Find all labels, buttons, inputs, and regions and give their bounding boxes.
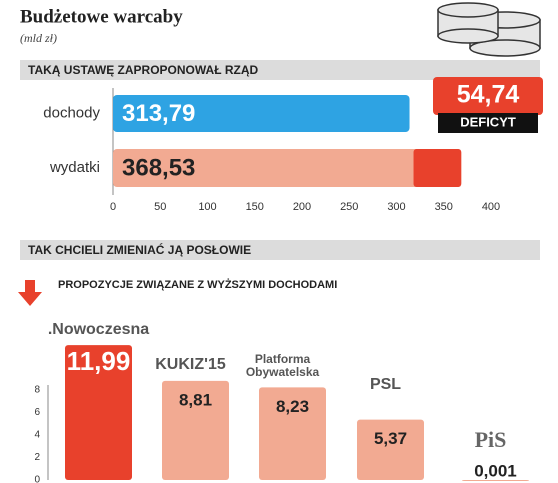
category-label: PiS — [475, 427, 507, 452]
value-label: 313,79 — [122, 100, 195, 127]
title: Budżetowe warcaby — [20, 6, 183, 27]
x-tick-label: 350 — [435, 201, 453, 213]
x-tick-label: 0 — [110, 201, 116, 213]
deficit-tag — [438, 113, 538, 133]
bar — [259, 387, 326, 480]
value-label: 0,001 — [474, 461, 517, 480]
value-label: 5,37 — [374, 429, 407, 448]
bar — [462, 479, 529, 481]
y-tick-label: 6 — [34, 407, 40, 418]
y-tick-label: 8 — [34, 385, 40, 396]
x-tick-label: 400 — [482, 201, 500, 213]
subtitle: PROPOZYCJE ZWIĄZANE Z WYŻSZYMI DOCHODAMI — [58, 278, 337, 291]
x-tick-label: 200 — [293, 201, 311, 213]
bar — [357, 419, 424, 480]
category-label: wydatki — [49, 159, 100, 176]
category-label: Platforma Obywatelska — [246, 352, 320, 379]
bar — [65, 345, 132, 480]
subtitle: (mld zł) — [20, 31, 57, 45]
bar — [162, 380, 229, 480]
x-tick-label: 50 — [154, 201, 166, 213]
bar — [113, 95, 410, 132]
y-tick-label: 0 — [34, 475, 40, 483]
coins-icon — [437, 2, 541, 57]
category-label: KUKIZ'15 — [155, 356, 226, 373]
deficit-bar — [413, 149, 462, 187]
x-tick-label: 300 — [387, 201, 405, 213]
value-label: 8,81 — [179, 390, 212, 409]
bar — [113, 149, 462, 187]
arrow-icon — [18, 280, 42, 306]
x-tick-label: 250 — [340, 201, 358, 213]
y-tick-label: 2 — [34, 452, 40, 463]
section-bar — [20, 240, 540, 260]
category-label: .Nowoczesna — [48, 321, 149, 338]
deficit-box — [433, 77, 543, 115]
x-tick-label: 150 — [246, 201, 264, 213]
x-tick-label: 100 — [198, 201, 216, 213]
deficit-label: DEFICYT — [460, 114, 516, 129]
y-tick-label: 4 — [34, 430, 40, 441]
category-label: dochody — [43, 104, 100, 121]
section-bar — [20, 60, 540, 80]
section-title: TAKĄ USTAWĘ ZAPROPONOWAŁ RZĄD — [28, 63, 259, 77]
value-label: 368,53 — [122, 154, 195, 181]
section-title: TAK CHCIELI ZMIENIAĆ JĄ POSŁOWIE — [28, 242, 251, 257]
category-label: PSL — [370, 376, 401, 393]
deficit-value: 54,74 — [457, 81, 520, 109]
value-label: 8,23 — [276, 397, 309, 416]
value-label: 11,99 — [67, 346, 131, 376]
